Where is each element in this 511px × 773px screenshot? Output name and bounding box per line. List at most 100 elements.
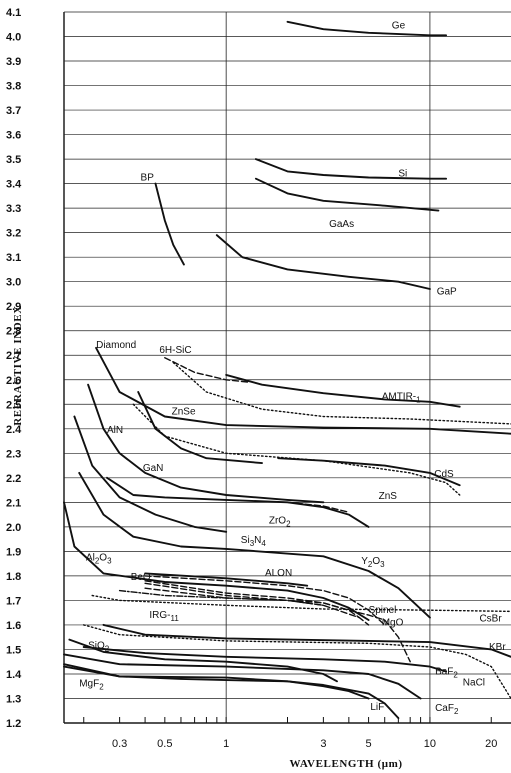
series-diamond-line xyxy=(95,346,511,435)
curve-label-si3n4: Si3N4 xyxy=(241,535,267,548)
curve-label-gap: GaP xyxy=(437,286,457,297)
series-spinel-line xyxy=(144,587,370,626)
curve-label-csbr: CsBr xyxy=(479,614,502,625)
curve-labels: Ge Si GaAs BP GaP Diamond 6H-SiC ZnSe AMTIR-1 AlN… xyxy=(79,20,506,716)
series-y2o3-line xyxy=(78,471,431,619)
y-tick-label: 2.2 xyxy=(6,473,21,485)
y-tick-label: 2.1 xyxy=(6,497,21,509)
curve-label-mgf2: MgF2 xyxy=(79,679,104,692)
y-tick-label: 1.4 xyxy=(6,669,22,681)
series-bp-line xyxy=(154,182,185,266)
y-axis-title: REFRACTIVE INDEX xyxy=(12,305,24,426)
y-tick-label: 3.5 xyxy=(6,154,21,166)
y-tick-label: 3.7 xyxy=(6,105,21,117)
curve-label-znse: ZnSe xyxy=(172,406,196,417)
series-caf2-line xyxy=(63,653,422,700)
y-tick-label: 1.8 xyxy=(6,571,21,583)
y-tick-label: 1.5 xyxy=(6,644,21,656)
series-si3n4-line xyxy=(73,415,228,533)
curve-label-gaas: GaAs xyxy=(329,219,354,230)
grid xyxy=(63,11,511,724)
curve-label-zns: ZnS xyxy=(379,491,398,502)
x-axis-title: WAVELENGTH (μm) xyxy=(290,758,403,770)
series-zro2-line xyxy=(106,476,370,528)
curve-label-diamond: Diamond xyxy=(96,340,136,351)
curve-label-mgo: MgO xyxy=(382,617,404,628)
series-6h-sic-line xyxy=(164,357,251,383)
series-csbr-line xyxy=(91,594,511,613)
y-tick-label: 2.9 xyxy=(6,301,21,313)
series-nacl-line xyxy=(83,624,511,700)
curve-label-lif: LiF xyxy=(370,702,384,713)
y-tick-label: 1.9 xyxy=(6,546,21,558)
curve-label-ge: Ge xyxy=(392,20,406,31)
curve-label-zro2: ZrO2 xyxy=(269,516,291,529)
y-tick-label: 2.8 xyxy=(6,326,21,338)
series-si-line xyxy=(254,158,448,180)
curve-label-baf2: BaF2 xyxy=(435,666,458,679)
series-kbr-line xyxy=(102,623,511,658)
curve-label-aln: AlN xyxy=(107,425,123,436)
x-tick-label: 0.5 xyxy=(157,738,172,750)
y-tick-label: 3.6 xyxy=(6,130,21,142)
curve-label-irg-11: IRG-11 xyxy=(149,610,179,623)
series-baf2-line xyxy=(82,646,448,673)
x-tick-label: 1 xyxy=(223,738,229,750)
curve-label-si: Si xyxy=(398,169,407,180)
y-tick-label: 1.6 xyxy=(6,620,21,632)
y-tick-label: 2.5 xyxy=(6,399,21,411)
y-tick-label: 3.1 xyxy=(6,252,21,264)
curve-label-amtir-1: AMTIR-1 xyxy=(382,392,421,405)
y-tick-label: 3.9 xyxy=(6,56,21,68)
y-tick-label: 4.1 xyxy=(6,7,21,19)
y-tick-label: 1.3 xyxy=(6,693,21,705)
x-tick-label: 5 xyxy=(366,738,372,750)
series-layer xyxy=(63,20,511,720)
curve-label-6h-sic: 6H-SiC xyxy=(159,345,191,356)
x-tick-label: 20 xyxy=(485,738,497,750)
series-znse-line xyxy=(172,361,511,425)
y-tick-label: 3.4 xyxy=(6,179,22,191)
series-amtir-1-line xyxy=(225,373,461,408)
series-zro2-dashed-line xyxy=(286,501,350,513)
curve-label-kbr: KBr xyxy=(489,642,506,653)
series-irg-11-line xyxy=(144,582,360,619)
series-cds-line xyxy=(277,457,461,487)
y-tick-label: 1.7 xyxy=(6,595,21,607)
y-tick-label: 2.4 xyxy=(6,424,22,436)
y-tick-label: 2.7 xyxy=(6,350,21,362)
curve-label-gan: GaN xyxy=(143,463,164,474)
x-tick-label: 10 xyxy=(424,738,436,750)
curve-label-alon: ALON xyxy=(265,568,292,579)
curve-label-beo: BeO xyxy=(131,572,151,583)
series-gaas-line xyxy=(254,177,440,212)
curve-label-nacl: NaCl xyxy=(463,677,485,688)
y-tick-label: 4.0 xyxy=(6,32,21,44)
curve-label-spinel: Spinel xyxy=(369,605,397,616)
series-ge-line xyxy=(286,20,448,37)
x-tick-label: 3 xyxy=(320,738,326,750)
series-aln-line xyxy=(87,383,325,504)
curve-label-cds: CdS xyxy=(434,469,454,480)
curve-label-bp: BP xyxy=(141,172,155,183)
series-lif-line xyxy=(63,665,400,720)
curve-label-y2o3: Y2O3 xyxy=(361,556,385,569)
series-sio2-line xyxy=(68,638,338,683)
series-alon-line xyxy=(144,572,309,587)
curve-label-al2o3: Al2O3 xyxy=(86,552,112,565)
y-tick-label: 3.0 xyxy=(6,277,21,289)
x-tick-label: 0.3 xyxy=(112,738,127,750)
curve-label-sio2: SiO2 xyxy=(88,641,110,654)
series-al2o3-line xyxy=(63,501,370,621)
y-tick-label: 3.2 xyxy=(6,228,21,240)
y-tick-label: 2.0 xyxy=(6,522,21,534)
series-gan-line xyxy=(137,391,263,465)
series-mgo-line xyxy=(144,580,411,663)
series-gap-line xyxy=(215,234,431,290)
y-tick-label: 1.2 xyxy=(6,718,21,730)
curve-label-caf2: CaF2 xyxy=(435,703,459,716)
y-tick-label: 2.6 xyxy=(6,375,21,387)
axis-ticks: 1.2 1.3 1.4 1.5 1.6 1.7 1.8 1.9 2.0 2.1 2.2 2.3 2.4 2… xyxy=(6,7,497,750)
y-tick-label: 3.8 xyxy=(6,81,21,93)
